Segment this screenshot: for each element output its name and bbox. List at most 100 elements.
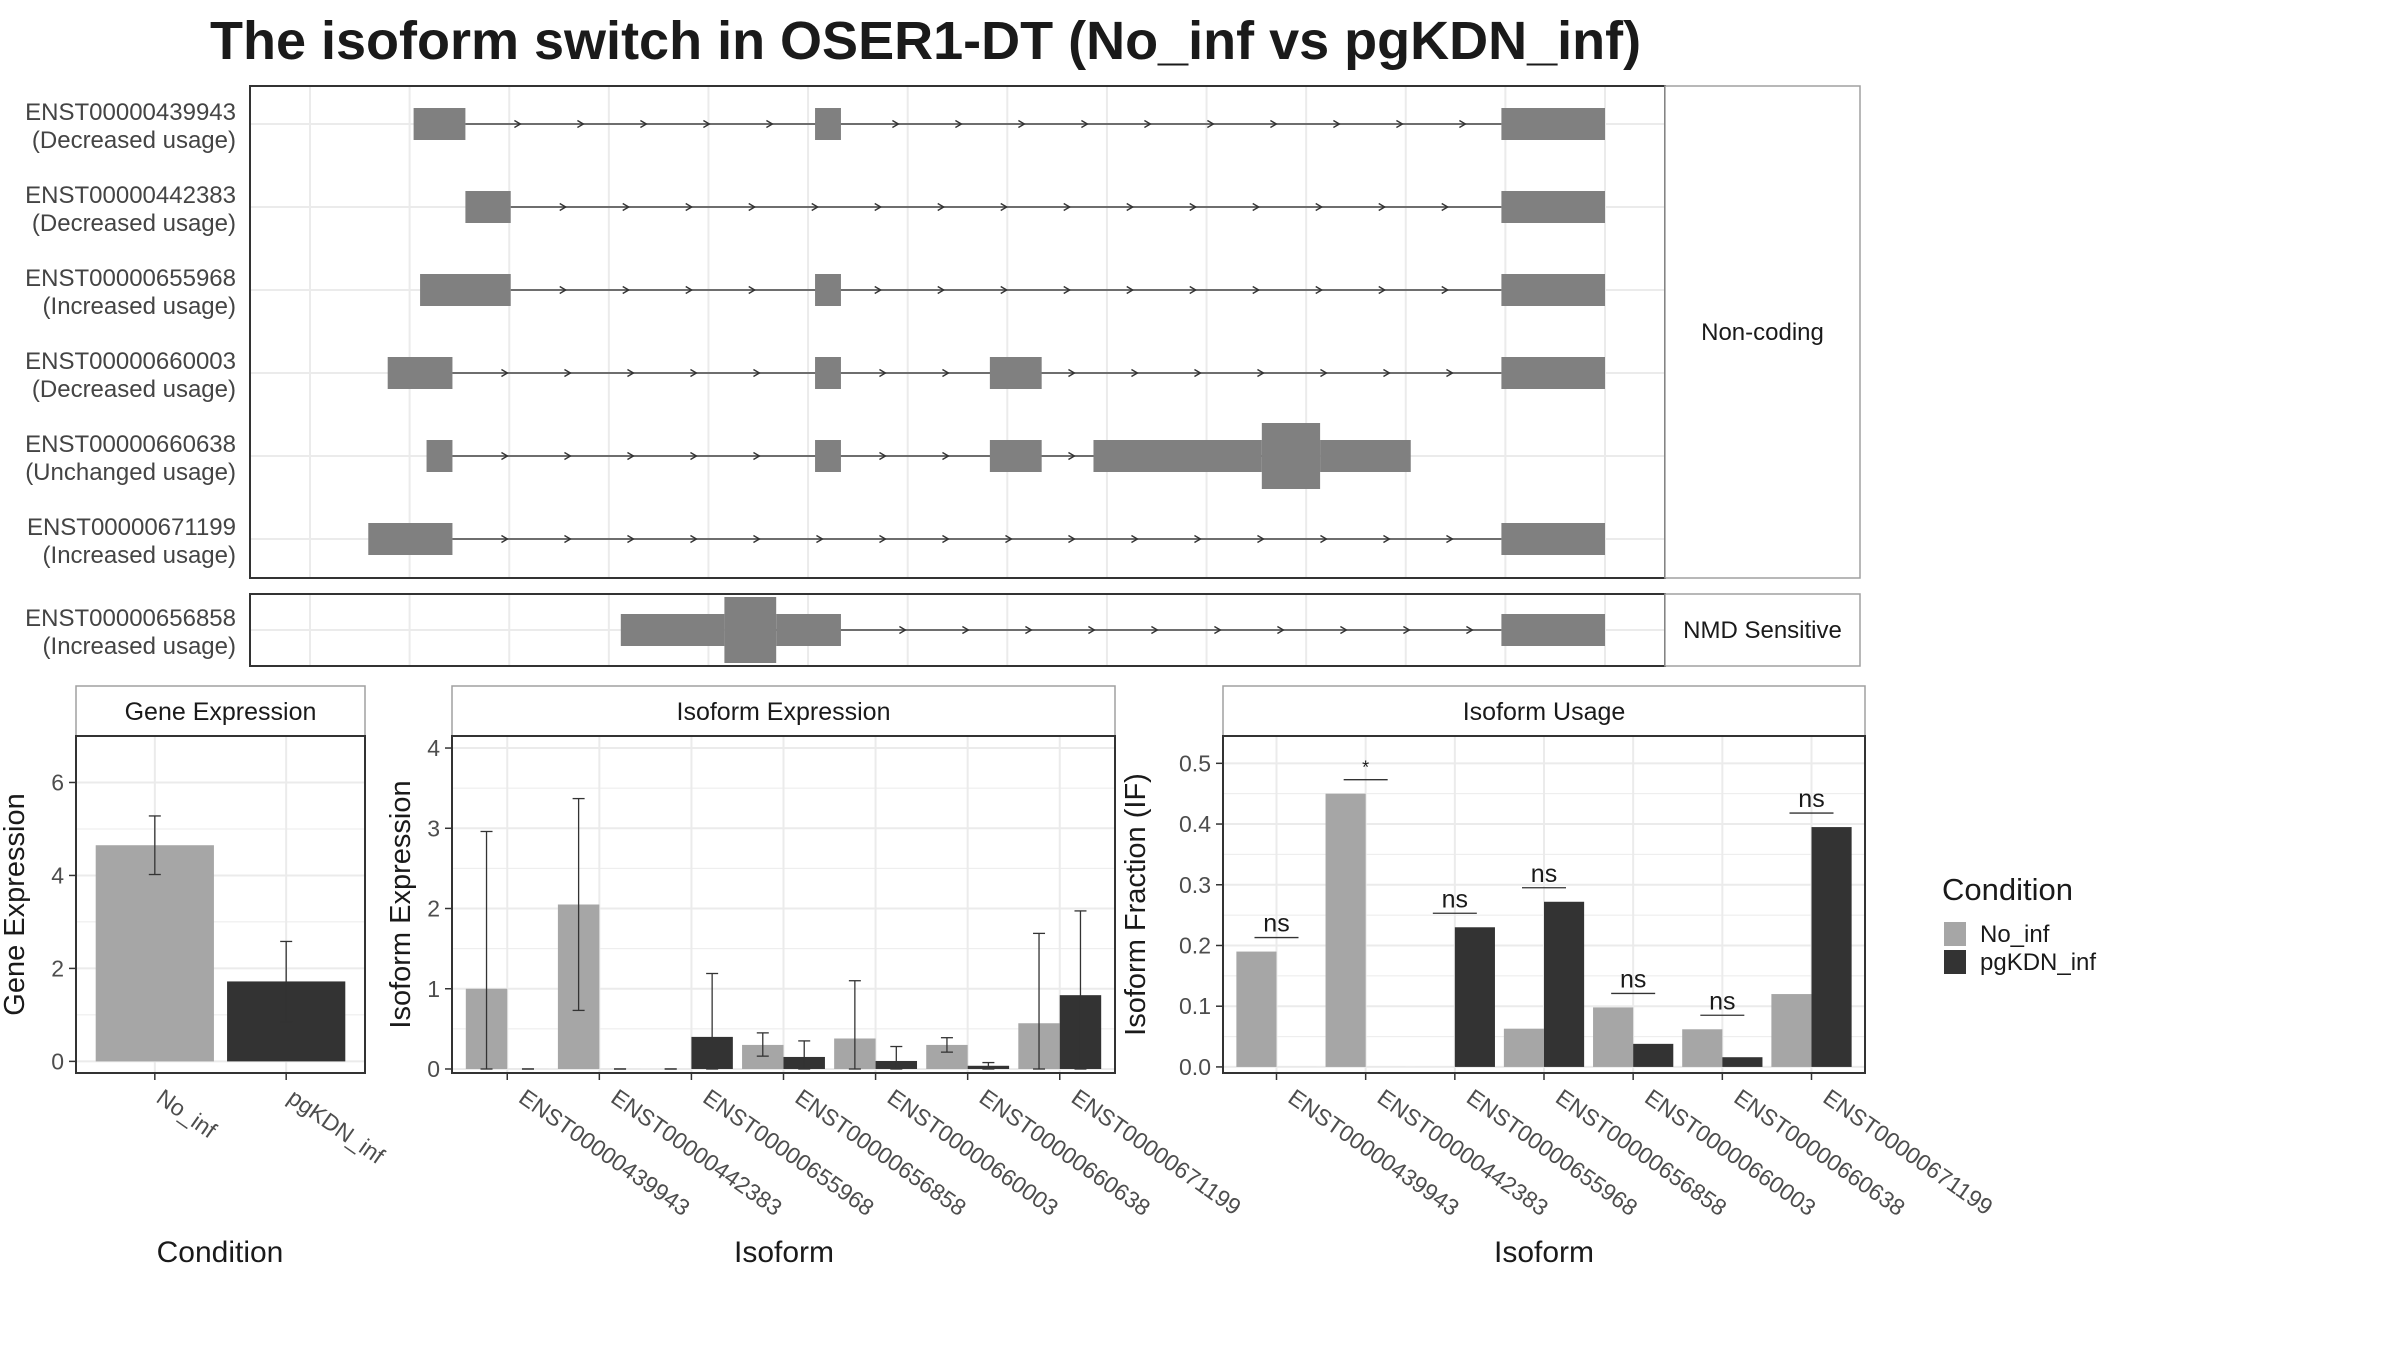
isoform-expression-panel: Isoform Expression01234ENST00000439943EN… xyxy=(385,685,1246,1269)
transcript-usage-label: (Unchanged usage) xyxy=(25,459,236,486)
panel-border xyxy=(451,735,1116,1074)
transcript-usage-label: (Increased usage) xyxy=(43,293,236,320)
direction-arrow xyxy=(564,534,572,544)
y-tick-label: 4 xyxy=(51,862,64,888)
facet-strip xyxy=(1664,593,1861,667)
direction-arrow xyxy=(703,119,711,129)
y-tick-label: 0.2 xyxy=(1179,932,1211,958)
direction-arrow xyxy=(879,451,887,461)
exon-block xyxy=(420,274,511,306)
direction-arrow xyxy=(577,119,585,129)
direction-arrow xyxy=(1320,534,1328,544)
exon-block xyxy=(815,108,841,140)
exon-block xyxy=(1093,440,1262,472)
direction-arrow xyxy=(1088,625,1096,635)
direction-arrow xyxy=(1396,119,1404,129)
direction-arrow xyxy=(1194,368,1202,378)
x-tick-label: ENST00000671199 xyxy=(1067,1084,1246,1220)
x-tick-label: ENST00000442383 xyxy=(606,1084,786,1221)
direction-arrow xyxy=(1315,285,1324,295)
transcript-structure-panel: ENST00000439943(Decreased usage) ENST0000… xyxy=(25,85,1861,667)
y-tick-label: 3 xyxy=(427,815,440,841)
direction-arrow xyxy=(564,368,572,378)
direction-arrow xyxy=(1018,119,1026,129)
exon-block xyxy=(465,191,511,223)
direction-arrow xyxy=(753,451,761,461)
direction-arrow xyxy=(942,451,950,461)
x-tick-label: ENST00000655968 xyxy=(699,1084,879,1221)
panel-border xyxy=(1222,735,1866,1074)
direction-arrow xyxy=(1131,368,1139,378)
exon-block xyxy=(1501,191,1605,223)
direction-arrow xyxy=(1340,625,1348,635)
transcript-id-label: ENST00000671199 xyxy=(27,514,236,541)
direction-arrow xyxy=(514,119,522,129)
direction-arrow xyxy=(1207,119,1215,129)
coding-exon xyxy=(724,597,777,663)
exon-block xyxy=(1320,440,1411,472)
transcript-id-label: ENST00000660638 xyxy=(25,431,236,458)
gene-expression-panel: Gene Expression 0 2 4 6 No_inf pgKDN_inf Condit… xyxy=(0,685,390,1269)
direction-arrow xyxy=(1063,202,1072,212)
legend-title: Condition xyxy=(1942,872,2073,907)
transcript-id-label: ENST00000439943 xyxy=(25,99,236,126)
x-axis-title: Isoform xyxy=(1494,1236,1594,1269)
transcript-usage-label: (Decreased usage) xyxy=(32,127,236,154)
y-tick-label: 2 xyxy=(427,896,440,922)
panel-strip xyxy=(451,685,1116,737)
direction-arrow xyxy=(1257,368,1265,378)
y-axis-title: Gene Expression xyxy=(0,793,31,1015)
direction-arrow xyxy=(1446,534,1454,544)
y-tick-label: 0.3 xyxy=(1179,872,1211,898)
direction-arrow xyxy=(1126,202,1135,212)
direction-arrow xyxy=(1315,202,1324,212)
direction-arrow xyxy=(937,285,946,295)
transcript-id-label: ENST00000660003 xyxy=(25,348,236,375)
bar-No_inf-ENST00000671199 xyxy=(1771,994,1812,1067)
direction-arrow xyxy=(1252,202,1261,212)
y-tick-label: 0.1 xyxy=(1179,993,1211,1019)
y-tick-label: 0.4 xyxy=(1179,811,1211,837)
y-tick-label: 4 xyxy=(427,735,440,761)
significance-label: ns xyxy=(1709,987,1735,1015)
legend-swatch xyxy=(1944,950,1966,974)
direction-arrow xyxy=(1189,285,1198,295)
significance-label: ns xyxy=(1531,860,1557,888)
x-axis-title: Condition xyxy=(157,1236,284,1269)
panel-border xyxy=(75,735,366,1074)
direction-arrow xyxy=(748,202,757,212)
direction-arrow xyxy=(1214,625,1222,635)
direction-arrow xyxy=(1068,534,1076,544)
direction-arrow xyxy=(501,451,509,461)
bar-No_inf-No_inf xyxy=(95,845,214,1062)
x-axis-title: Isoform xyxy=(734,1236,834,1269)
direction-arrow xyxy=(1005,534,1013,544)
y-tick-label: 0.0 xyxy=(1179,1054,1211,1080)
bar-No_inf-ENST00000660638 xyxy=(1682,1029,1723,1067)
exon-block xyxy=(620,614,725,646)
exon-block xyxy=(989,440,1042,472)
transcript-usage-label: (Increased usage) xyxy=(43,542,236,569)
direction-arrow xyxy=(627,534,635,544)
direction-arrow xyxy=(1000,202,1009,212)
direction-arrow xyxy=(1144,119,1152,129)
significance-label: ns xyxy=(1798,785,1824,813)
exon-block xyxy=(815,357,841,389)
direction-arrow xyxy=(879,368,887,378)
legend-item-label: pgKDN_inf xyxy=(1980,949,2096,976)
direction-arrow xyxy=(1189,202,1198,212)
exon-block xyxy=(426,440,453,472)
direction-arrow xyxy=(685,202,694,212)
direction-arrow xyxy=(942,368,950,378)
y-tick-label: 2 xyxy=(51,955,64,981)
transcript-id-label: ENST00000655968 xyxy=(25,265,236,292)
direction-arrow xyxy=(627,451,635,461)
y-tick-label: 1 xyxy=(427,976,440,1002)
direction-arrow xyxy=(685,285,694,295)
y-tick-label: 0 xyxy=(51,1048,64,1074)
direction-arrow xyxy=(1131,534,1139,544)
x-tick-label: ENST00000660003 xyxy=(883,1084,1063,1221)
direction-arrow xyxy=(1441,285,1450,295)
